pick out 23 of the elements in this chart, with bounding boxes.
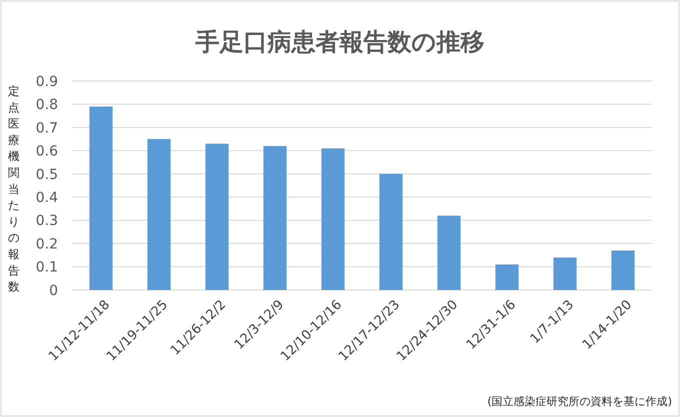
bar <box>89 106 113 290</box>
chart-title: 手足口病患者報告数の推移 <box>194 28 484 56</box>
bar <box>437 216 461 290</box>
y-tick-label: 0.1 <box>36 260 58 276</box>
text: (国立感染症研究所の資料を基に作成) <box>487 395 672 408</box>
bar <box>321 148 345 290</box>
bar <box>553 257 577 290</box>
y-tick-label: 0.3 <box>36 213 58 230</box>
y-tick-label: 0 <box>49 282 58 299</box>
y-tick-label: 0.9 <box>36 74 58 90</box>
bar <box>611 250 635 290</box>
bar <box>263 146 287 290</box>
bar <box>205 144 229 290</box>
y-tick-label: 0.8 <box>36 97 58 114</box>
bar <box>495 264 519 290</box>
y-tick-label: 0.7 <box>36 120 58 136</box>
y-tick-label: 0.4 <box>36 190 58 206</box>
y-tick-label: 0.6 <box>36 144 58 160</box>
y-tick-label: 0.5 <box>36 166 58 183</box>
text: 定点医療機関当たりの報告数 <box>8 84 20 294</box>
bar <box>379 174 403 290</box>
bar <box>147 139 171 290</box>
y-tick-label: 0.2 <box>36 236 58 252</box>
